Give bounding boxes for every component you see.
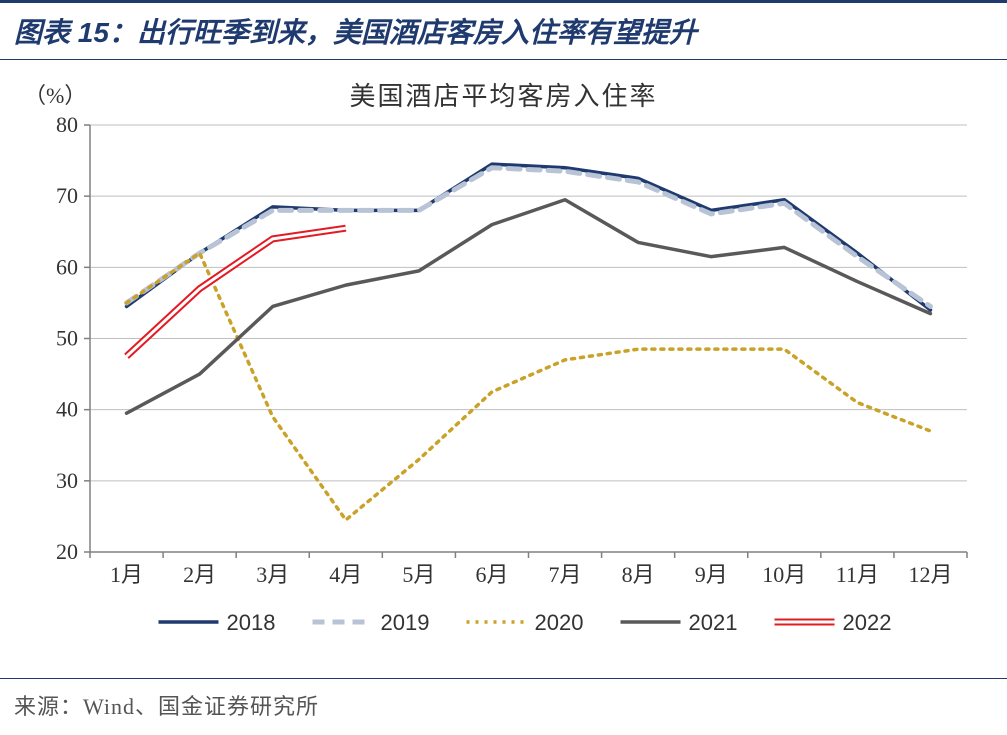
svg-text:2018: 2018 xyxy=(227,610,276,635)
chart-header: 图表 15：出行旺季到来，美国酒店客房入住率有望提升 xyxy=(0,0,1007,60)
svg-text:12月: 12月 xyxy=(908,562,952,587)
svg-text:60: 60 xyxy=(56,254,78,279)
line-chart: 20 30 40 50 60 70 80 1月 2月 3月 4月 5月 6月 7月 8月 9月 10月 11月 12… xyxy=(22,115,985,670)
svg-text:30: 30 xyxy=(56,468,78,493)
svg-text:2月: 2月 xyxy=(183,562,216,587)
y-axis-unit: （%） xyxy=(24,78,86,110)
svg-text:2019: 2019 xyxy=(381,610,430,635)
svg-text:7月: 7月 xyxy=(549,562,582,587)
svg-text:9月: 9月 xyxy=(695,562,728,587)
svg-text:2021: 2021 xyxy=(689,610,738,635)
chart-footer: 来源：Wind、国金证券研究所 xyxy=(0,678,1007,735)
chart-title: 美国酒店平均客房入住率 xyxy=(22,76,985,113)
svg-text:1月: 1月 xyxy=(110,562,143,587)
svg-text:50: 50 xyxy=(56,326,78,351)
svg-text:6月: 6月 xyxy=(475,562,508,587)
svg-text:8月: 8月 xyxy=(622,562,655,587)
chart-container: 图表 15：出行旺季到来，美国酒店客房入住率有望提升 美国酒店平均客房入住率 2… xyxy=(0,0,1007,708)
header-title: 出行旺季到来，美国酒店客房入住率有望提升 xyxy=(137,17,697,48)
svg-text:20: 20 xyxy=(56,539,78,564)
svg-text:11月: 11月 xyxy=(836,562,879,587)
source-text: 来源：Wind、国金证券研究所 xyxy=(14,694,319,719)
svg-text:70: 70 xyxy=(56,183,78,208)
svg-text:3月: 3月 xyxy=(256,562,289,587)
svg-text:40: 40 xyxy=(56,397,78,422)
svg-text:4月: 4月 xyxy=(329,562,362,587)
svg-text:2020: 2020 xyxy=(535,610,584,635)
chart-body: 美国酒店平均客房入住率 20 30 40 50 60 70 80 1月 2月 3月 4月 5月 6月 7月… xyxy=(0,60,1007,678)
svg-text:80: 80 xyxy=(56,115,78,137)
svg-text:10月: 10月 xyxy=(762,562,806,587)
svg-text:5月: 5月 xyxy=(402,562,435,587)
svg-text:2022: 2022 xyxy=(843,610,892,635)
header-prefix: 图表 15： xyxy=(14,17,137,48)
